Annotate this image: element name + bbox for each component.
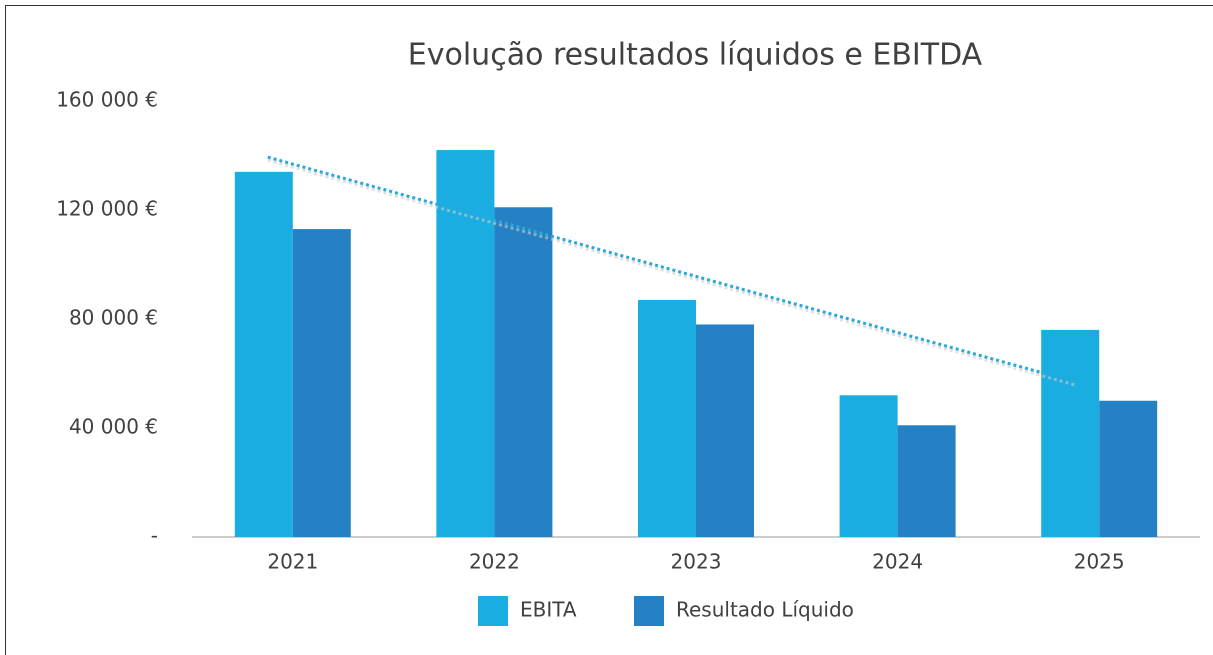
- frame: [5, 5, 1213, 655]
- legend-swatch: [478, 596, 508, 626]
- bar: [494, 207, 553, 537]
- trendline-shadow: [267, 158, 1075, 387]
- bar: [1099, 400, 1158, 537]
- chart-title: Evolução resultados líquidos e EBITDA: [408, 38, 983, 73]
- legend-label: Resultado Líquido: [676, 598, 854, 622]
- bar: [897, 425, 956, 537]
- bar: [839, 395, 898, 537]
- x-tick-label: 2024: [872, 550, 923, 574]
- bar: [696, 324, 754, 537]
- y-tick-label: 160 000 €: [56, 88, 158, 112]
- bar: [292, 229, 351, 537]
- bar: [436, 150, 495, 538]
- legend-label: EBITA: [520, 598, 577, 622]
- x-tick-label: 2022: [469, 550, 520, 574]
- y-tick-label: -: [151, 524, 158, 548]
- y-tick-label: 40 000 €: [69, 415, 158, 439]
- trendline: [267, 155, 1075, 384]
- bar: [638, 299, 696, 537]
- x-tick-label: 2023: [671, 550, 722, 574]
- y-tick-label: 120 000 €: [56, 197, 158, 221]
- legend-swatch: [634, 596, 664, 626]
- bar: [234, 171, 293, 537]
- x-tick-label: 2021: [267, 550, 318, 574]
- x-tick-label: 2025: [1074, 550, 1125, 574]
- y-tick-label: 80 000 €: [69, 306, 158, 330]
- bar: [1041, 329, 1100, 537]
